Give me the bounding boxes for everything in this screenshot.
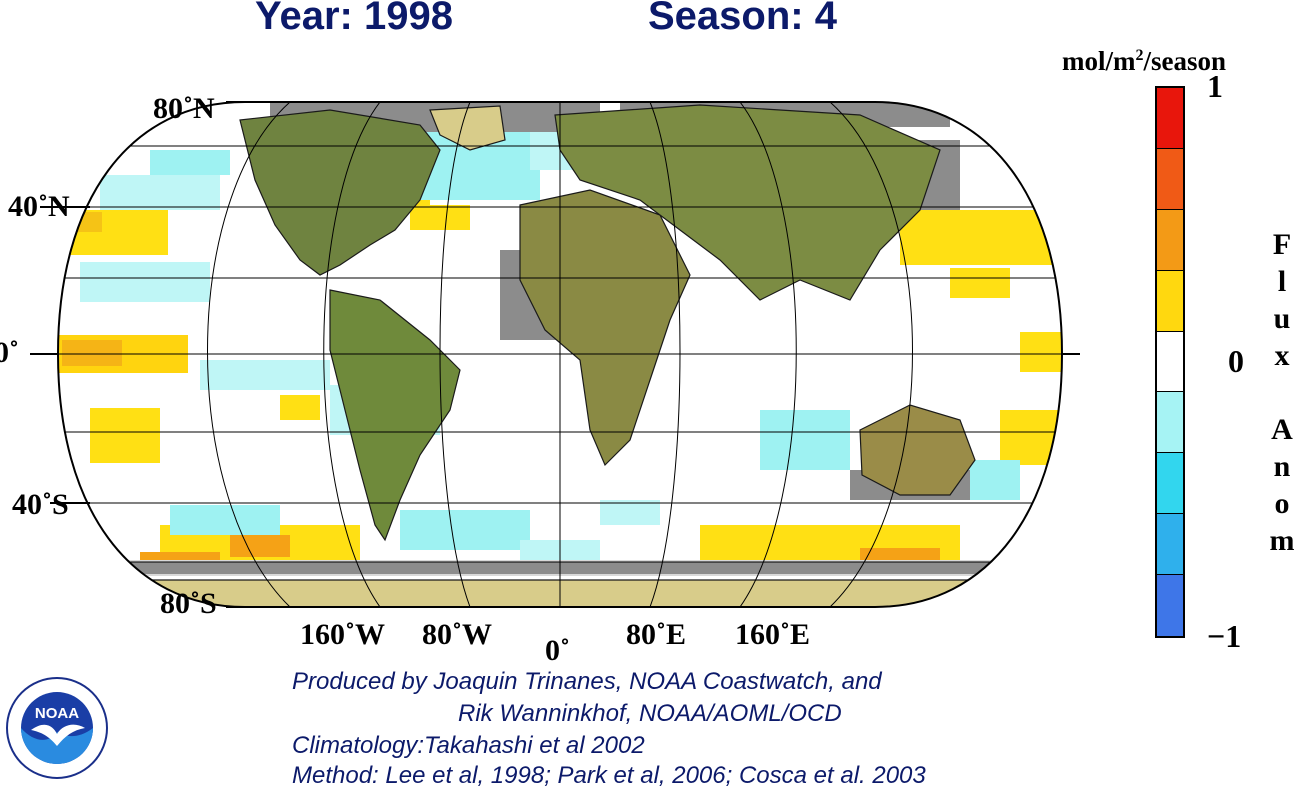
- credit-line-1: Produced by Joaquin Trinanes, NOAA Coast…: [292, 668, 882, 695]
- lon-label-80w: 80˚W: [422, 618, 492, 651]
- lat-label-80s: 80˚S: [160, 587, 217, 620]
- axis-ticks: [30, 101, 1080, 608]
- lat-label-40s: 40˚S: [12, 488, 69, 521]
- lat-label-80n: 80˚N: [153, 92, 215, 125]
- colorbar-title-letter: F: [1272, 228, 1292, 261]
- masked-regions: [58, 102, 1062, 574]
- noaa-logo: NOAA: [6, 677, 108, 779]
- year-title: Year: 1998: [255, 0, 453, 38]
- australia: [859, 404, 976, 496]
- colorbar-segment: [1157, 88, 1183, 149]
- colorbar-mid-label: 0: [1228, 343, 1244, 379]
- lon-label-160w: 160˚W: [300, 618, 385, 651]
- colorbar-segment: [1157, 453, 1183, 515]
- colorbar: [1155, 86, 1185, 638]
- colorbar-segment: [1157, 270, 1183, 332]
- colorbar-min-label: −1: [1207, 618, 1242, 654]
- graticule: [58, 102, 1062, 607]
- greenland: [429, 105, 506, 151]
- colorbar-segment: [1157, 331, 1183, 393]
- colorbar-segment: [1157, 148, 1183, 210]
- colorbar-segment: [1157, 209, 1183, 271]
- colorbar-title-letter: l: [1277, 265, 1287, 298]
- colorbar-segment: [1157, 392, 1183, 454]
- lat-label-0: 0˚: [0, 336, 19, 369]
- colorbar-title-letter: m: [1269, 524, 1295, 557]
- lat-label-40n: 40˚N: [8, 190, 70, 223]
- colorbar-title-letter: x: [1274, 339, 1290, 372]
- colorbar-segment: [1157, 575, 1183, 636]
- south-america: [329, 289, 461, 542]
- colorbar-segment: [1157, 514, 1183, 575]
- credit-line-2: Rik Wanninkhof, NOAA/AOML/OCD: [458, 700, 842, 727]
- map-border: [56, 101, 1064, 608]
- season-title: Season: 4: [648, 0, 837, 38]
- lon-label-80e: 80˚E: [626, 618, 686, 651]
- eurasia: [554, 104, 941, 301]
- lon-label-160e: 160˚E: [735, 618, 810, 651]
- colorbar-title-letter: o: [1274, 487, 1290, 520]
- svg-text:NOAA: NOAA: [35, 705, 79, 722]
- colorbar-title-letter: u: [1273, 302, 1291, 335]
- north-america: [239, 109, 441, 276]
- colorbar-title-letter: n: [1273, 450, 1291, 483]
- credit-line-3: Climatology:Takahashi et al 2002: [292, 732, 645, 759]
- land-masses: [58, 104, 1062, 607]
- colorbar-title-letter: A: [1271, 413, 1293, 446]
- colorbar-units: mol/m2/season: [1062, 46, 1227, 76]
- colorbar-title-letter: [1268, 374, 1296, 411]
- colorbar-max-label: 1: [1207, 68, 1223, 104]
- world-map: [30, 101, 1080, 608]
- credit-line-4: Method: Lee et al, 1998; Park et al, 200…: [292, 762, 926, 789]
- lon-label-0: 0˚: [545, 634, 570, 667]
